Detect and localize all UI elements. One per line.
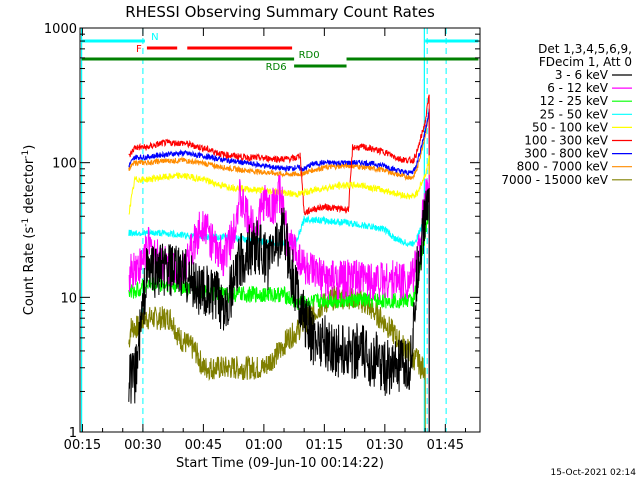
y-tick-label-1: 10	[60, 291, 77, 306]
series-line-5	[128, 94, 430, 432]
footer-date: 15-Oct-2021 02:14	[551, 468, 637, 478]
chart-title: RHESSI Observing Summary Count Rates	[125, 3, 435, 21]
x-axis: 00:15 00:30 00:45 01:00 01:15 01:30 01:45	[64, 28, 466, 453]
legend-label-3: 25 - 50 keV	[540, 107, 609, 121]
x-tick-label-4: 01:15	[306, 438, 343, 453]
series-4	[128, 155, 430, 432]
legend-label-1: 6 - 12 keV	[547, 81, 609, 95]
y-axis: 1 10 100 1000	[44, 22, 480, 441]
y-tick-label-0: 1	[69, 426, 77, 441]
legend-label-8: 7000 - 15000 keV	[501, 173, 608, 187]
series-7	[128, 111, 430, 432]
flag-bar-f: F	[136, 44, 293, 55]
series-line-4	[128, 155, 430, 432]
y-axis-label: Count Rate (s-1 detector-1)	[21, 145, 37, 316]
series-0	[128, 187, 430, 432]
series-6	[128, 108, 430, 432]
series-line-7	[128, 111, 430, 432]
plot-frame	[79, 27, 481, 433]
x-axis-label: Start Time (09-Jun-10 00:14:22)	[176, 456, 384, 471]
flag-bar-rd6: RD6	[266, 62, 347, 73]
legend-label-4: 50 - 100 keV	[532, 120, 609, 134]
flag-bar-rd0: RD0	[81, 50, 479, 61]
legend: Det 1,3,4,5,6,9, FDecim 1, Att 0 3 - 6 k…	[501, 42, 632, 187]
legend-label-2: 12 - 25 keV	[540, 94, 609, 108]
legend-label-6: 300 - 800 keV	[524, 147, 608, 161]
x-tick-label-5: 01:30	[366, 438, 403, 453]
x-tick-label-2: 00:45	[185, 438, 222, 453]
x-tick-label-0: 00:15	[64, 438, 101, 453]
flag-label-n: N	[151, 32, 158, 43]
legend-header-line-1: Det 1,3,4,5,6,9,	[538, 42, 632, 56]
flag-label-rd0: RD0	[299, 50, 320, 61]
y-tick-label-2: 100	[52, 157, 77, 172]
legend-label-5: 100 - 300 keV	[524, 134, 608, 148]
flag-bar-n: N	[81, 32, 479, 43]
flag-label-f: F	[136, 44, 142, 55]
y-tick-label-3: 1000	[44, 22, 77, 37]
x-tick-label-3: 01:00	[245, 438, 282, 453]
series-line-6	[128, 108, 430, 432]
flag-label-rd6: RD6	[266, 62, 287, 73]
plot-area: NF RD0 RD6	[81, 28, 479, 432]
series-line-0	[128, 187, 430, 432]
x-tick-label-6: 01:45	[427, 438, 464, 453]
x-tick-label-1: 00:30	[124, 438, 161, 453]
series-8	[128, 285, 426, 432]
legend-label-7: 800 - 7000 keV	[517, 160, 609, 174]
legend-header-line-2: FDecim 1, Att 0	[539, 55, 632, 69]
series-5	[128, 94, 430, 432]
series-line-8	[128, 285, 426, 432]
legend-label-0: 3 - 6 keV	[555, 68, 609, 82]
